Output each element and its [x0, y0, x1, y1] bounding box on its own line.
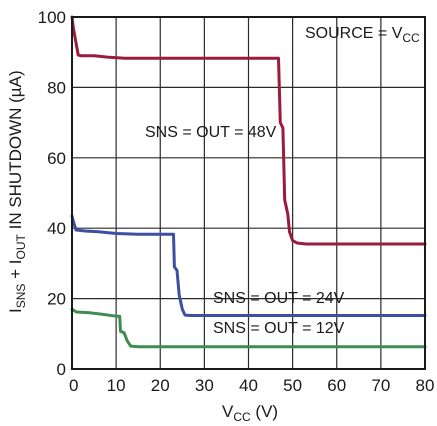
tick-labels: 0 10 20 30 40 50 60 70 80 0 20 40 60 80 100: [38, 8, 435, 395]
x-tick-label: 50: [283, 376, 302, 395]
x-tick-label: 20: [151, 376, 170, 395]
y-tick-label: 40: [47, 219, 66, 238]
plot-frame: [71, 16, 426, 370]
series-line: [70, 307, 427, 349]
series-line: [70, 214, 427, 317]
x-tick-label: 60: [327, 376, 346, 395]
series-line: [70, 15, 427, 246]
x-tick-label: 0: [69, 376, 78, 395]
annotation-24v: SNS = OUT = 24V: [213, 290, 345, 307]
x-tick-label: 30: [195, 376, 214, 395]
y-tick-label: 80: [47, 78, 66, 97]
y-tick-label: 0: [57, 360, 66, 379]
y-tick-label: 100: [38, 8, 66, 27]
series-lines: [70, 15, 427, 349]
annotation-48v: SNS = OUT = 48V: [145, 124, 277, 141]
grid: [71, 16, 426, 370]
y-axis-label: ISNS + IOUT IN SHUTDOWN (µA): [6, 70, 28, 313]
x-tick-label: 40: [239, 376, 258, 395]
x-tick-label: 70: [371, 376, 390, 395]
annotation-source: SOURCE = VCC: [305, 25, 420, 45]
y-tick-label: 60: [47, 149, 66, 168]
annotation-12v: SNS = OUT = 12V: [213, 320, 345, 337]
x-axis-label: VCC (V): [222, 402, 278, 424]
y-tick-label: 20: [47, 290, 66, 309]
x-tick-label: 80: [416, 376, 435, 395]
x-tick-label: 10: [107, 376, 126, 395]
